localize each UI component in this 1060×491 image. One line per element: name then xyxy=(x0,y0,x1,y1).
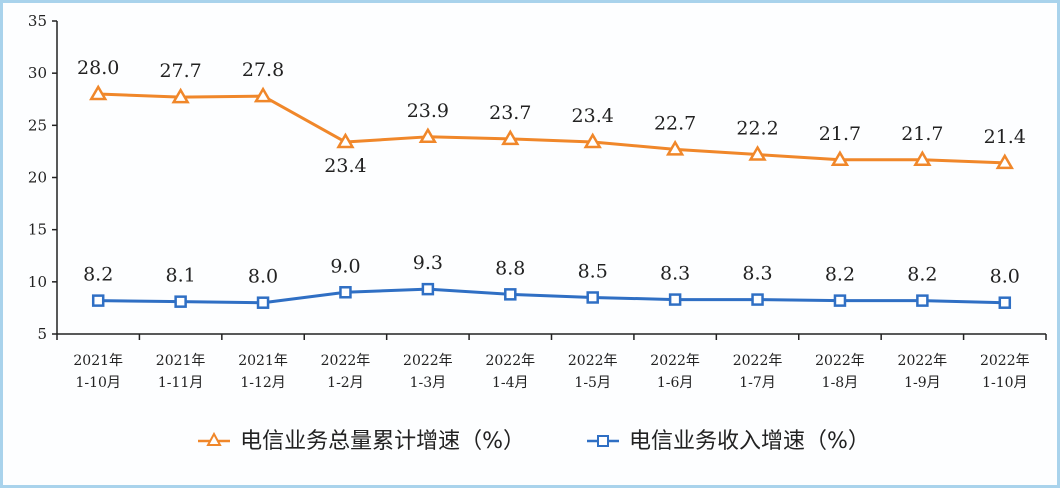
data-label: 8.2 xyxy=(907,264,937,286)
data-label: 8.2 xyxy=(825,264,855,286)
x-tick-label: 2021年 xyxy=(238,353,288,369)
triangle-marker xyxy=(913,150,932,167)
x-tick-label: 1-4月 xyxy=(492,375,529,391)
data-label: 23.7 xyxy=(489,102,531,124)
triangle-marker-icon xyxy=(198,431,231,446)
x-tick-label: 2022年 xyxy=(321,353,371,369)
x-tick-label: 2022年 xyxy=(403,353,453,369)
y-tick-label: 35 xyxy=(28,12,47,30)
legend-label: 电信业务总量累计增速（%） xyxy=(240,429,525,454)
square-marker xyxy=(751,293,764,306)
series-line-0 xyxy=(98,92,1005,165)
triangle-marker xyxy=(336,132,355,149)
x-tick-label: 1-10月 xyxy=(982,375,1027,391)
legend-item-revenue: 电信业务收入增速（%） xyxy=(585,423,870,455)
y-tick-label: 20 xyxy=(28,169,47,187)
data-label: 28.0 xyxy=(77,57,119,79)
square-marker xyxy=(91,294,105,307)
x-tick-label: 1-5月 xyxy=(574,375,611,391)
x-tick-label: 1-11月 xyxy=(158,375,203,391)
data-label: 27.8 xyxy=(242,59,284,81)
x-tick-label: 2021年 xyxy=(73,353,123,369)
data-label: 8.3 xyxy=(742,263,772,285)
square-marker xyxy=(504,288,517,301)
square-marker xyxy=(998,296,1012,309)
square-marker xyxy=(339,286,352,299)
triangle-marker xyxy=(748,145,767,161)
square-marker xyxy=(586,291,599,304)
x-tick-label: 1-8月 xyxy=(822,375,859,391)
data-label: 9.3 xyxy=(413,252,443,274)
triangle-marker xyxy=(501,129,520,146)
triangle-marker xyxy=(253,86,273,103)
data-label: 22.7 xyxy=(654,112,696,134)
x-tick-label: 2021年 xyxy=(156,353,206,369)
data-label: 22.2 xyxy=(736,118,778,140)
x-tick-label: 1-3月 xyxy=(410,375,447,391)
series-line-1 xyxy=(98,287,1005,305)
data-label: 9.0 xyxy=(330,255,360,277)
data-label: 23.9 xyxy=(407,100,449,122)
x-tick-label: 2022年 xyxy=(568,353,618,369)
data-label: 8.0 xyxy=(990,266,1020,288)
legend: 电信业务总量累计增速（%） 电信业务收入增速（%） xyxy=(3,423,1060,455)
square-marker xyxy=(174,295,187,308)
data-label: 21.7 xyxy=(901,123,943,145)
data-label: 23.4 xyxy=(324,155,366,177)
x-tick-label: 2022年 xyxy=(485,353,535,369)
x-tick-label: 1-7月 xyxy=(739,375,776,391)
square-marker xyxy=(668,293,682,306)
legend-label: 电信业务收入增速（%） xyxy=(629,429,870,454)
x-tick-label: 2022年 xyxy=(815,353,865,369)
x-tick-label: 1-12月 xyxy=(240,375,285,391)
data-label: 8.8 xyxy=(495,257,525,279)
triangle-marker xyxy=(418,127,438,144)
line-chart: 5 10 15 20 25 30 35 2021年 1-10月 2021年 1-11月 2021年 1-… xyxy=(28,12,1047,391)
triangle-marker xyxy=(89,84,108,101)
triangle-marker xyxy=(665,139,685,156)
x-tick-label: 1-2月 xyxy=(327,375,364,391)
legend-item-total: 电信业务总量累计增速（%） xyxy=(196,423,525,455)
data-label: 21.4 xyxy=(984,126,1026,148)
square-marker-icon xyxy=(587,435,619,447)
x-tick-label: 1-9月 xyxy=(904,375,941,391)
y-tick-label: 25 xyxy=(28,116,47,134)
square-marker xyxy=(916,294,929,307)
y-tick-label: 5 xyxy=(37,325,47,343)
y-tick-label: 15 xyxy=(28,221,47,239)
x-tick-label: 2022年 xyxy=(898,353,948,369)
x-tick-label: 2022年 xyxy=(650,353,700,369)
data-label: 8.3 xyxy=(660,263,690,285)
x-tick-label: 2022年 xyxy=(733,353,783,369)
x-tick-label: 1-6月 xyxy=(657,375,694,391)
x-tick-label: 2022年 xyxy=(980,353,1030,369)
data-label: 27.7 xyxy=(159,60,201,82)
square-marker xyxy=(256,296,270,309)
square-marker xyxy=(421,282,435,296)
data-label: 8.0 xyxy=(248,266,278,288)
y-tick-label: 10 xyxy=(28,273,47,291)
data-label: 21.7 xyxy=(819,123,861,145)
triangle-marker xyxy=(583,132,602,149)
data-label: 23.4 xyxy=(572,105,614,127)
triangle-marker xyxy=(995,153,1014,170)
data-label: 8.1 xyxy=(166,265,196,287)
data-label: 8.5 xyxy=(578,260,608,282)
y-tick-label: 30 xyxy=(28,64,47,82)
x-tick-label: 1-10月 xyxy=(75,375,120,391)
triangle-marker xyxy=(830,150,850,167)
square-marker xyxy=(833,294,847,307)
triangle-marker xyxy=(171,87,190,104)
data-label: 8.2 xyxy=(83,264,113,286)
